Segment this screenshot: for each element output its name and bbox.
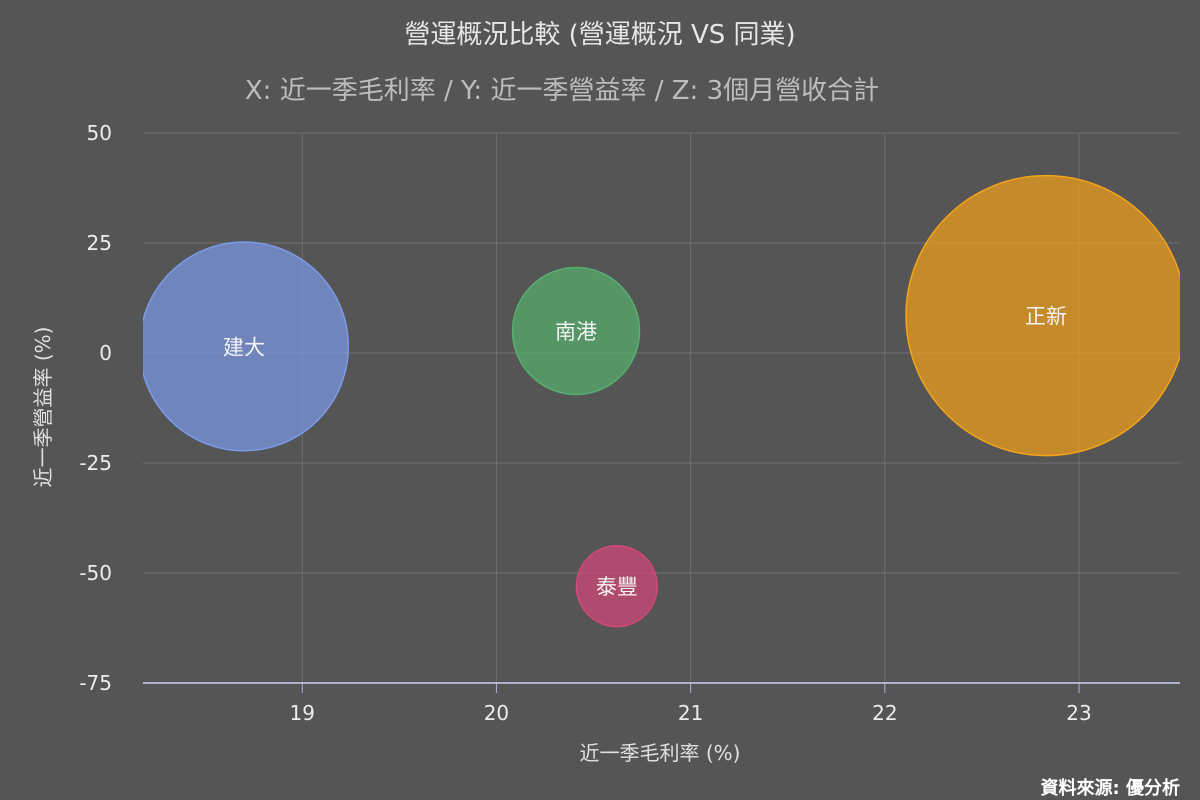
chart-subtitle: X: 近一季毛利率 / Y: 近一季營益率 / Z: 3個月營收合計	[245, 76, 879, 106]
y-tick-label: -50	[79, 561, 112, 585]
y-tick-label: -75	[79, 671, 112, 695]
bubble-point[interactable]	[575, 545, 658, 628]
y-tick-label: 25	[87, 231, 112, 255]
bubble-label: 泰豐	[596, 575, 638, 599]
bubble-point[interactable]	[905, 174, 1186, 457]
bubble-series	[140, 174, 1186, 628]
axis-ticks: 50 25 0 -25 -50 -75 19 20 21 22 23	[79, 121, 1180, 725]
x-tick-label: 22	[872, 701, 897, 725]
source-credit: 資料來源: 優分析	[1041, 777, 1180, 799]
y-tick-label: -25	[79, 451, 112, 475]
x-tick-label: 21	[678, 701, 703, 725]
bubble-label: 建大	[223, 335, 265, 359]
bubble-point[interactable]	[511, 266, 641, 396]
x-tick-label: 23	[1066, 701, 1091, 725]
chart-title: 營運概況比較 (營運概況 VS 同業)	[404, 20, 795, 50]
y-tick-label: 50	[87, 121, 112, 145]
bubble-label: 正新	[1025, 305, 1067, 329]
x-tick-label: 19	[290, 701, 315, 725]
bubble-label: 南港	[555, 320, 597, 344]
x-tick-label: 20	[484, 701, 509, 725]
y-tick-label: 0	[99, 341, 112, 365]
x-axis-label: 近一季毛利率 (%)	[580, 741, 741, 765]
y-axis-label: 近一季營益率 (%)	[31, 327, 55, 488]
bubble-point[interactable]	[140, 241, 350, 452]
